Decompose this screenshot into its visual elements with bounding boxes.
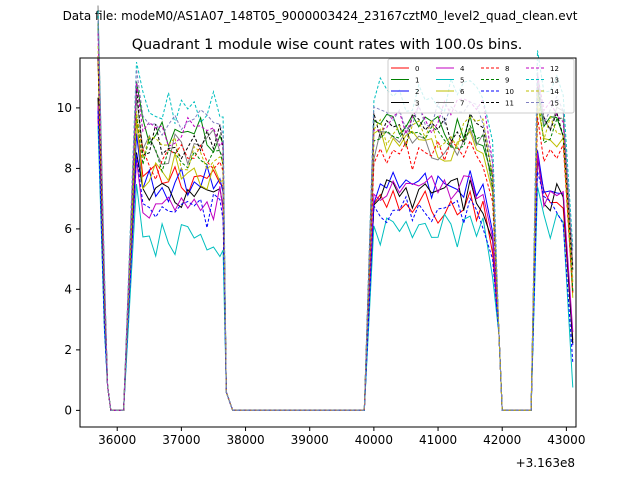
series-lines — [97, 5, 574, 411]
series-line-4 — [97, 105, 574, 411]
x-tick-label: 40000 — [355, 433, 393, 447]
x-tick-label: 37000 — [162, 433, 200, 447]
x-tick-label: 38000 — [226, 433, 264, 447]
legend-label-15: 15 — [550, 100, 559, 108]
series-line-15 — [97, 20, 574, 411]
series-line-14 — [97, 45, 574, 411]
y-tick-label: 2 — [64, 343, 72, 357]
y-tick-label: 4 — [64, 282, 72, 296]
y-tick-label: 8 — [64, 161, 72, 175]
x-tick-label: 42000 — [483, 433, 521, 447]
x-tick-label: 43000 — [547, 433, 585, 447]
plot-frame — [79, 57, 577, 428]
x-axis-offset-label: +3.163e8 — [516, 456, 575, 470]
series-line-10 — [97, 110, 574, 411]
legend-label-2: 2 — [415, 88, 419, 96]
legend-label-10: 10 — [505, 88, 514, 96]
x-tick-label: 41000 — [419, 433, 457, 447]
legend-label-0: 0 — [415, 65, 419, 73]
legend-label-9: 9 — [505, 77, 509, 85]
legend-label-4: 4 — [460, 65, 465, 73]
y-tick-label: 0 — [64, 403, 72, 417]
plot-area: 36000 37000 38000 39000 40000 41000 42000 43000… — [57, 5, 585, 447]
legend-label-12: 12 — [550, 65, 559, 73]
y-tick-label: 10 — [57, 101, 72, 115]
y-tick-label: 6 — [64, 222, 72, 236]
legend-label-8: 8 — [505, 65, 509, 73]
series-line-2 — [97, 107, 574, 411]
legend-label-5: 5 — [460, 77, 464, 85]
series-line-5 — [97, 125, 574, 411]
legend-label-14: 14 — [550, 88, 559, 96]
x-tick-label: 39000 — [291, 433, 329, 447]
legend-label-11: 11 — [505, 100, 514, 108]
legend-label-6: 6 — [460, 88, 465, 96]
legend-box — [387, 58, 575, 114]
chart-title: Quadrant 1 module wise count rates with … — [132, 37, 523, 53]
legend-label-3: 3 — [415, 100, 419, 108]
x-tick-label: 36000 — [98, 433, 136, 447]
legend-label-13: 13 — [550, 77, 559, 85]
legend-label-7: 7 — [460, 100, 464, 108]
chart-suptitle: Data file: modeM0/AS1A07_148T05_90000034… — [63, 9, 578, 23]
legend-label-1: 1 — [415, 77, 419, 85]
